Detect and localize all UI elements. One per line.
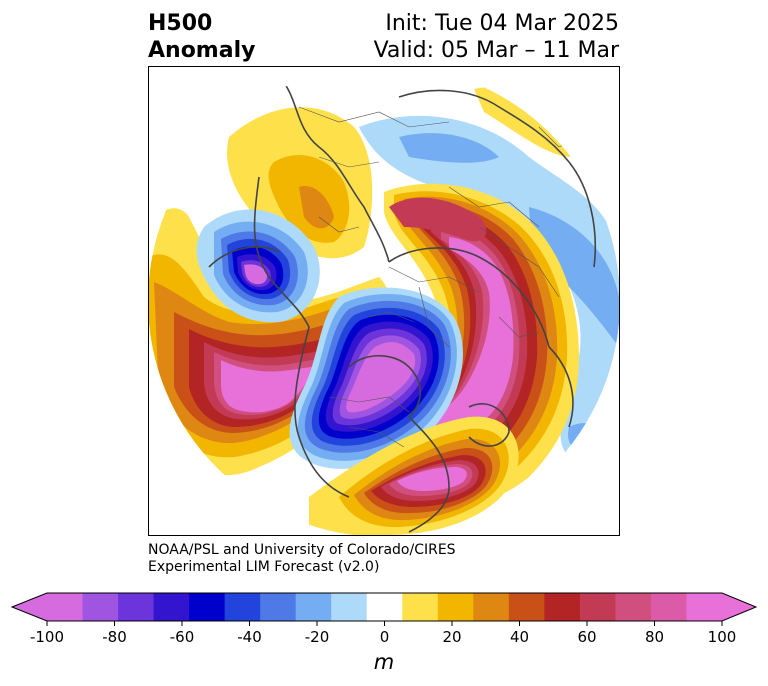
title-variable: H500 — [148, 11, 213, 36]
colorbar-over-arrow — [722, 593, 756, 621]
colorbar-tick-label: 20 — [442, 628, 462, 646]
political-borders — [298, 106, 595, 448]
colorbar-tick-label: 100 — [707, 628, 737, 646]
title-left: H500 Anomaly — [148, 10, 255, 64]
colorbar-tick-label: -60 — [169, 628, 195, 646]
colorbar-tick-label: -80 — [102, 628, 127, 646]
colorbar-swatch — [366, 593, 403, 621]
colorbar-swatch — [437, 593, 474, 621]
colorbar: -100 -80 -60 -40 -20 0 20 40 60 80 100 m — [0, 590, 768, 686]
colorbar-swatch — [224, 593, 261, 621]
colorbar-tick-label: -20 — [304, 628, 330, 646]
colorbar-swatch — [82, 593, 119, 621]
colorbar-swatch — [118, 593, 155, 621]
colorbar-tick-label: 0 — [379, 628, 390, 646]
colorbar-tick-label: -100 — [29, 628, 65, 646]
colorbar-swatch — [331, 593, 368, 621]
credit-line-1: NOAA/PSL and University of Colorado/CIRE… — [148, 542, 456, 558]
valid-range: Valid: 05 Mar – 11 Mar — [373, 38, 619, 63]
init-date: Init: Tue 04 Mar 2025 — [385, 11, 619, 36]
map-panel — [148, 66, 620, 536]
colorbar-swatch — [686, 593, 723, 621]
coastlines — [208, 76, 597, 533]
colorbar-swatch — [260, 593, 297, 621]
colorbar-swatch — [473, 593, 510, 621]
colorbar-swatch — [295, 593, 332, 621]
colorbar-tick-label: 80 — [644, 628, 665, 646]
colorbar-swatch — [650, 593, 687, 621]
colorbar-swatch — [189, 593, 226, 621]
colorbar-tick-label: 40 — [509, 628, 530, 646]
colorbar-swatch — [508, 593, 545, 621]
colorbar-tick-label: -40 — [237, 628, 262, 646]
credit-line-2: Experimental LIM Forecast (v2.0) — [148, 559, 380, 575]
credit: NOAA/PSL and University of Colorado/CIRE… — [148, 542, 456, 576]
colorbar-tick-label: 60 — [577, 628, 597, 646]
colorbar-swatch — [47, 593, 84, 621]
title-field: Anomaly — [148, 38, 256, 63]
anomaly-positive-ne-core — [389, 197, 487, 242]
colorbar-unit: m — [373, 650, 395, 674]
colorbar-swatch — [615, 593, 652, 621]
anomaly-negative-central — [289, 287, 463, 469]
title-right: Init: Tue 04 Mar 2025 Valid: 05 Mar – 11… — [374, 10, 619, 64]
colorbar-swatch — [579, 593, 616, 621]
colorbar-swatch — [544, 593, 581, 621]
colorbar-bar — [10, 592, 758, 626]
anomaly-map — [149, 67, 619, 535]
anomaly-positive-se — [309, 416, 519, 535]
colorbar-under-arrow — [12, 593, 47, 621]
colorbar-swatch — [402, 593, 439, 621]
colorbar-swatch — [153, 593, 190, 621]
